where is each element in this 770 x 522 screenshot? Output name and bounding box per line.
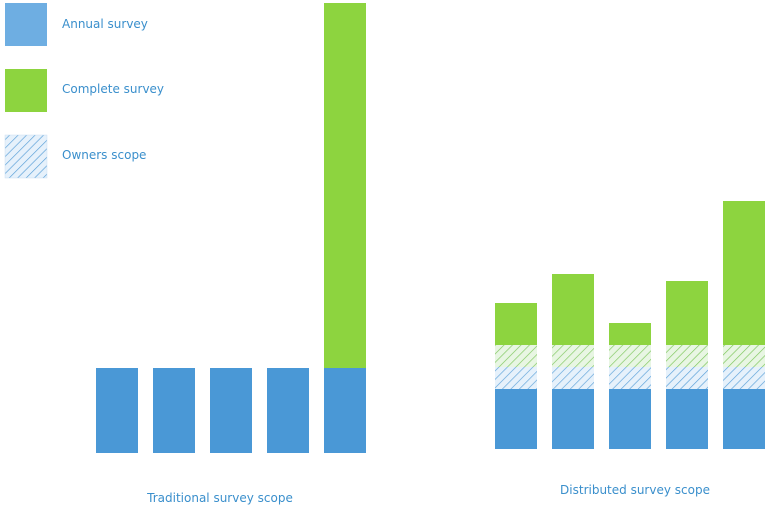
bar-3-complete-survey [609,323,651,345]
bar-2-annual-survey [552,389,594,449]
legend-label-annual: Annual survey [62,17,148,31]
distributed-bars [495,201,765,449]
bar-1-annual-survey [96,368,138,453]
legend-item-complete: Complete survey [5,69,164,112]
bar-5-annual-survey [324,368,366,453]
legend-label-owners: Owners scope [62,148,146,162]
bar-5-annual-survey [723,389,765,449]
bar-4-owners-scope-complete [666,345,708,367]
bar-2-owners-scope-annual [552,367,594,389]
bar-4-owners-scope-annual [666,367,708,389]
bar-2-annual-survey [153,368,195,453]
bar-3-owners-scope-complete [609,345,651,367]
legend: Annual survey Complete survey Owners sco… [4,3,164,179]
bar-5-complete-survey [723,201,765,345]
legend-item-owners: Owners scope [4,134,146,179]
distributed-chart-title: Distributed survey scope [560,483,710,497]
bar-2-complete-survey [552,274,594,345]
bar-1-annual-survey [495,389,537,449]
legend-label-complete: Complete survey [62,82,164,96]
bar-5-complete-survey [324,3,366,368]
bar-1-owners-scope-complete [495,345,537,367]
bar-5-owners-scope-annual [723,367,765,389]
bar-4-annual-survey [666,389,708,449]
bar-1-complete-survey [495,303,537,345]
bar-3-annual-survey [210,368,252,453]
owners-scope-swatch-icon [4,134,48,179]
bar-2-owners-scope-complete [552,345,594,367]
bar-1-owners-scope-annual [495,367,537,389]
traditional-bars [96,3,366,453]
bar-3-annual-survey [609,389,651,449]
bar-5-owners-scope-complete [723,345,765,367]
bar-4-annual-survey [267,368,309,453]
bar-4-complete-survey [666,281,708,345]
bar-3-owners-scope-annual [609,367,651,389]
complete-survey-swatch-icon [5,69,47,112]
legend-item-annual: Annual survey [5,3,148,46]
annual-survey-swatch-icon [5,3,47,46]
traditional-chart-title: Traditional survey scope [146,491,293,505]
